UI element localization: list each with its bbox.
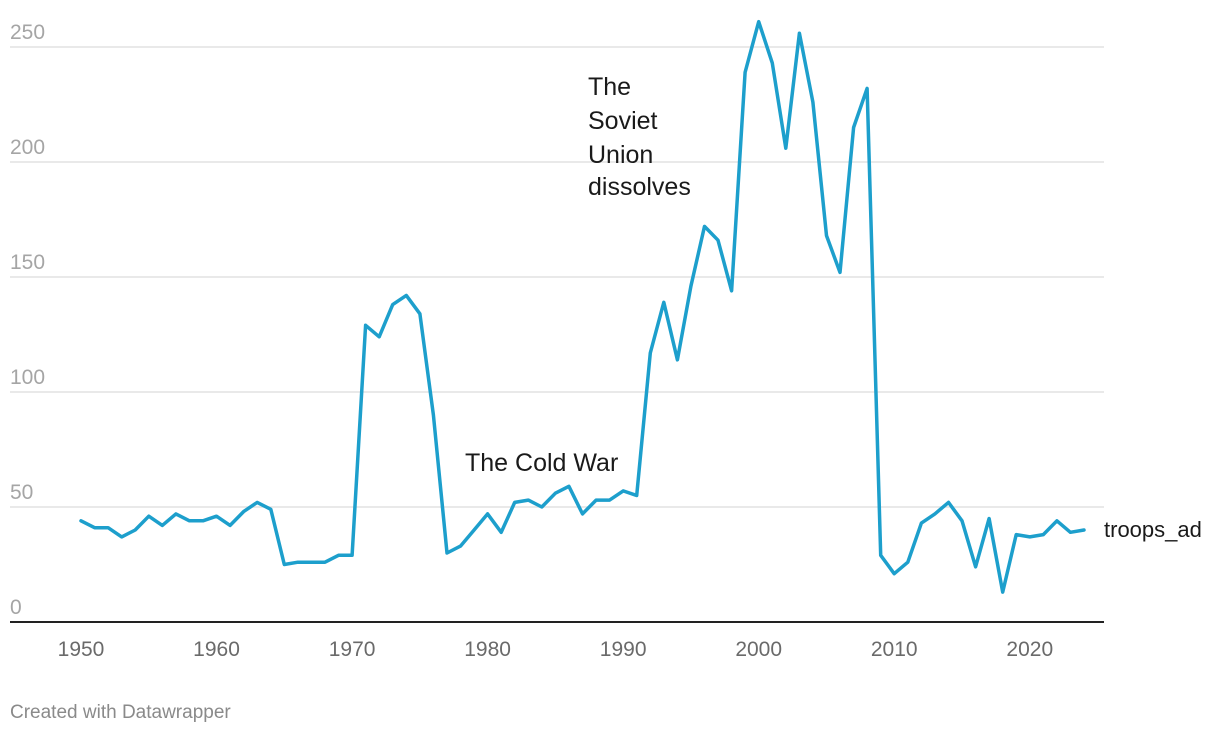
annotation-line: Soviet bbox=[588, 107, 658, 135]
x-tick-label: 2000 bbox=[735, 638, 782, 661]
x-tick-label: 1980 bbox=[464, 638, 511, 661]
series-lines bbox=[79, 19, 1086, 594]
credit-text: Created with Datawrapper bbox=[10, 702, 231, 723]
y-tick-label: 200 bbox=[10, 136, 45, 159]
x-tick-label: 1970 bbox=[329, 638, 376, 661]
annotation-line: The bbox=[588, 73, 631, 101]
annotation-soviet-union: The Soviet Union dissolves bbox=[588, 73, 691, 201]
y-tick-label: 50 bbox=[10, 481, 33, 504]
annotation-cold-war: The Cold War bbox=[465, 449, 618, 477]
x-tick-label: 1990 bbox=[600, 638, 647, 661]
y-tick-label: 150 bbox=[10, 251, 45, 274]
gridlines bbox=[10, 46, 1104, 508]
y-tick-label: 100 bbox=[10, 366, 45, 389]
annotation-line: dissolves bbox=[588, 173, 691, 201]
x-axis-ticks: 1950 1960 1970 1980 1990 2000 2010 2020 bbox=[58, 638, 1054, 661]
x-tick-label: 1960 bbox=[193, 638, 240, 661]
y-axis-ticks: 0 50 100 150 200 250 bbox=[10, 21, 45, 619]
x-tick-label: 2010 bbox=[871, 638, 918, 661]
y-tick-label: 0 bbox=[10, 596, 22, 619]
series-labels: troops_ad bbox=[1104, 517, 1202, 542]
x-tick-label: 1950 bbox=[58, 638, 105, 661]
series-label: troops_ad bbox=[1104, 517, 1202, 542]
x-tick-label: 2020 bbox=[1006, 638, 1053, 661]
series-line bbox=[79, 19, 1086, 594]
annotation-line: Union bbox=[588, 141, 653, 169]
y-tick-label: 250 bbox=[10, 21, 45, 44]
